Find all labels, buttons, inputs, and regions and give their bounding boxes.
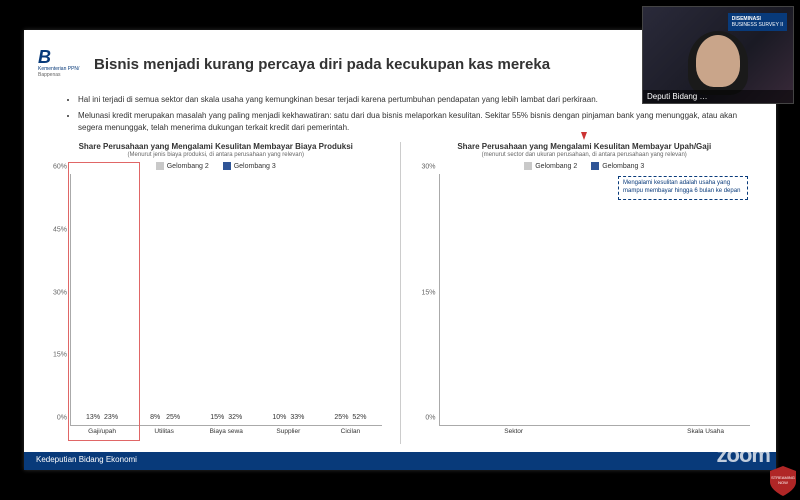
bar-value: 23%: [104, 414, 118, 421]
bar-value: 25%: [166, 414, 180, 421]
bars-right: SektorSkala Usaha: [440, 174, 751, 425]
x-label: Supplier: [276, 428, 300, 435]
badge-text-line2: NOW: [778, 480, 788, 485]
legend-swatch-g3: [591, 162, 599, 170]
webcam-tile[interactable]: DISEMINASI BUSINESS SURVEY II Deputi Bid…: [642, 6, 794, 104]
slide-footer: Kedeputian Bidang Ekonomi: [24, 452, 776, 470]
vertical-divider: [400, 142, 401, 444]
section-label: Skala Usaha: [687, 428, 724, 435]
legend-item-g3: Gelombang 3: [591, 162, 644, 170]
stage: B Kementerian PPN/ Bappenas Bisnis menja…: [0, 0, 800, 500]
chart-left-subtitle: (Menurut jenis biaya produksi, di antara…: [44, 152, 388, 158]
y-tick: 0%: [414, 415, 436, 422]
bar-value: 32%: [228, 414, 242, 421]
y-tick: 45%: [45, 226, 67, 233]
bar-value: 10%: [272, 414, 286, 421]
chart-annotation: Mengalami kesulitan adalah usaha yang ma…: [618, 176, 748, 200]
x-label: Cicilan: [341, 428, 361, 435]
bar-value: 25%: [334, 414, 348, 421]
streaming-badge: STREAMING NOW: [770, 466, 796, 496]
slide-title: Bisnis menjadi kurang percaya diri pada …: [94, 56, 550, 73]
section-label: Sektor: [504, 428, 523, 435]
x-label: Utilitas: [154, 428, 174, 435]
bar-value: 15%: [210, 414, 224, 421]
webcam-name: Deputi Bidang …: [643, 90, 793, 103]
y-tick: 15%: [414, 289, 436, 296]
legend-swatch-g2: [156, 162, 164, 170]
webcam-banner: DISEMINASI BUSINESS SURVEY II: [728, 13, 787, 31]
chart-right-title: Share Perusahaan yang Mengalami Kesulita…: [413, 142, 757, 151]
y-tick: 30%: [414, 164, 436, 171]
legend-item-g2: Gelombang 2: [524, 162, 577, 170]
footer-text: Kedeputian Bidang Ekonomi: [36, 455, 137, 464]
chart-right: Share Perusahaan yang Mengalami Kesulita…: [413, 142, 757, 444]
x-label: Gaji/upah: [88, 428, 116, 435]
chart-right-subtitle: (menurut sector dan ukuran perusahaan, d…: [413, 152, 757, 158]
chart-right-plot: SektorSkala Usaha Mengalami kesulitan ad…: [439, 174, 751, 426]
y-tick: 30%: [45, 289, 67, 296]
bullet-item: Melunasi kredit merupakan masalah yang p…: [78, 110, 752, 134]
bars-left: 13%23%Gaji/upah8%25%Utilitas15%32%Biaya …: [71, 174, 382, 425]
chart-left-title: Share Perusahaan yang Mengalami Kesulita…: [44, 142, 388, 151]
bar-value: 52%: [352, 414, 366, 421]
bar-value: 8%: [150, 414, 160, 421]
legend-swatch-g2: [524, 162, 532, 170]
y-tick: 60%: [45, 164, 67, 171]
charts-row: Share Perusahaan yang Mengalami Kesulita…: [44, 142, 756, 444]
person-face: [696, 35, 740, 87]
bar-value: 33%: [290, 414, 304, 421]
bar-value: 13%: [86, 414, 100, 421]
chart-legend: Gelombang 2 Gelombang 3: [413, 162, 757, 170]
chart-left-plot: 13%23%Gaji/upah8%25%Utilitas15%32%Biaya …: [70, 174, 382, 426]
y-tick: 15%: [45, 352, 67, 359]
y-tick: 0%: [45, 415, 67, 422]
legend-swatch-g3: [223, 162, 231, 170]
logo-sub: Bappenas: [38, 72, 79, 78]
org-logo: B Kementerian PPN/ Bappenas: [38, 48, 79, 78]
legend-item-g2: Gelombang 2: [156, 162, 209, 170]
logo-symbol: B: [38, 48, 79, 66]
arrow-down-icon: [581, 132, 587, 140]
chart-legend: Gelombang 2 Gelombang 3: [44, 162, 388, 170]
x-label: Biaya sewa: [210, 428, 243, 435]
chart-left: Share Perusahaan yang Mengalami Kesulita…: [44, 142, 388, 444]
legend-item-g3: Gelombang 3: [223, 162, 276, 170]
